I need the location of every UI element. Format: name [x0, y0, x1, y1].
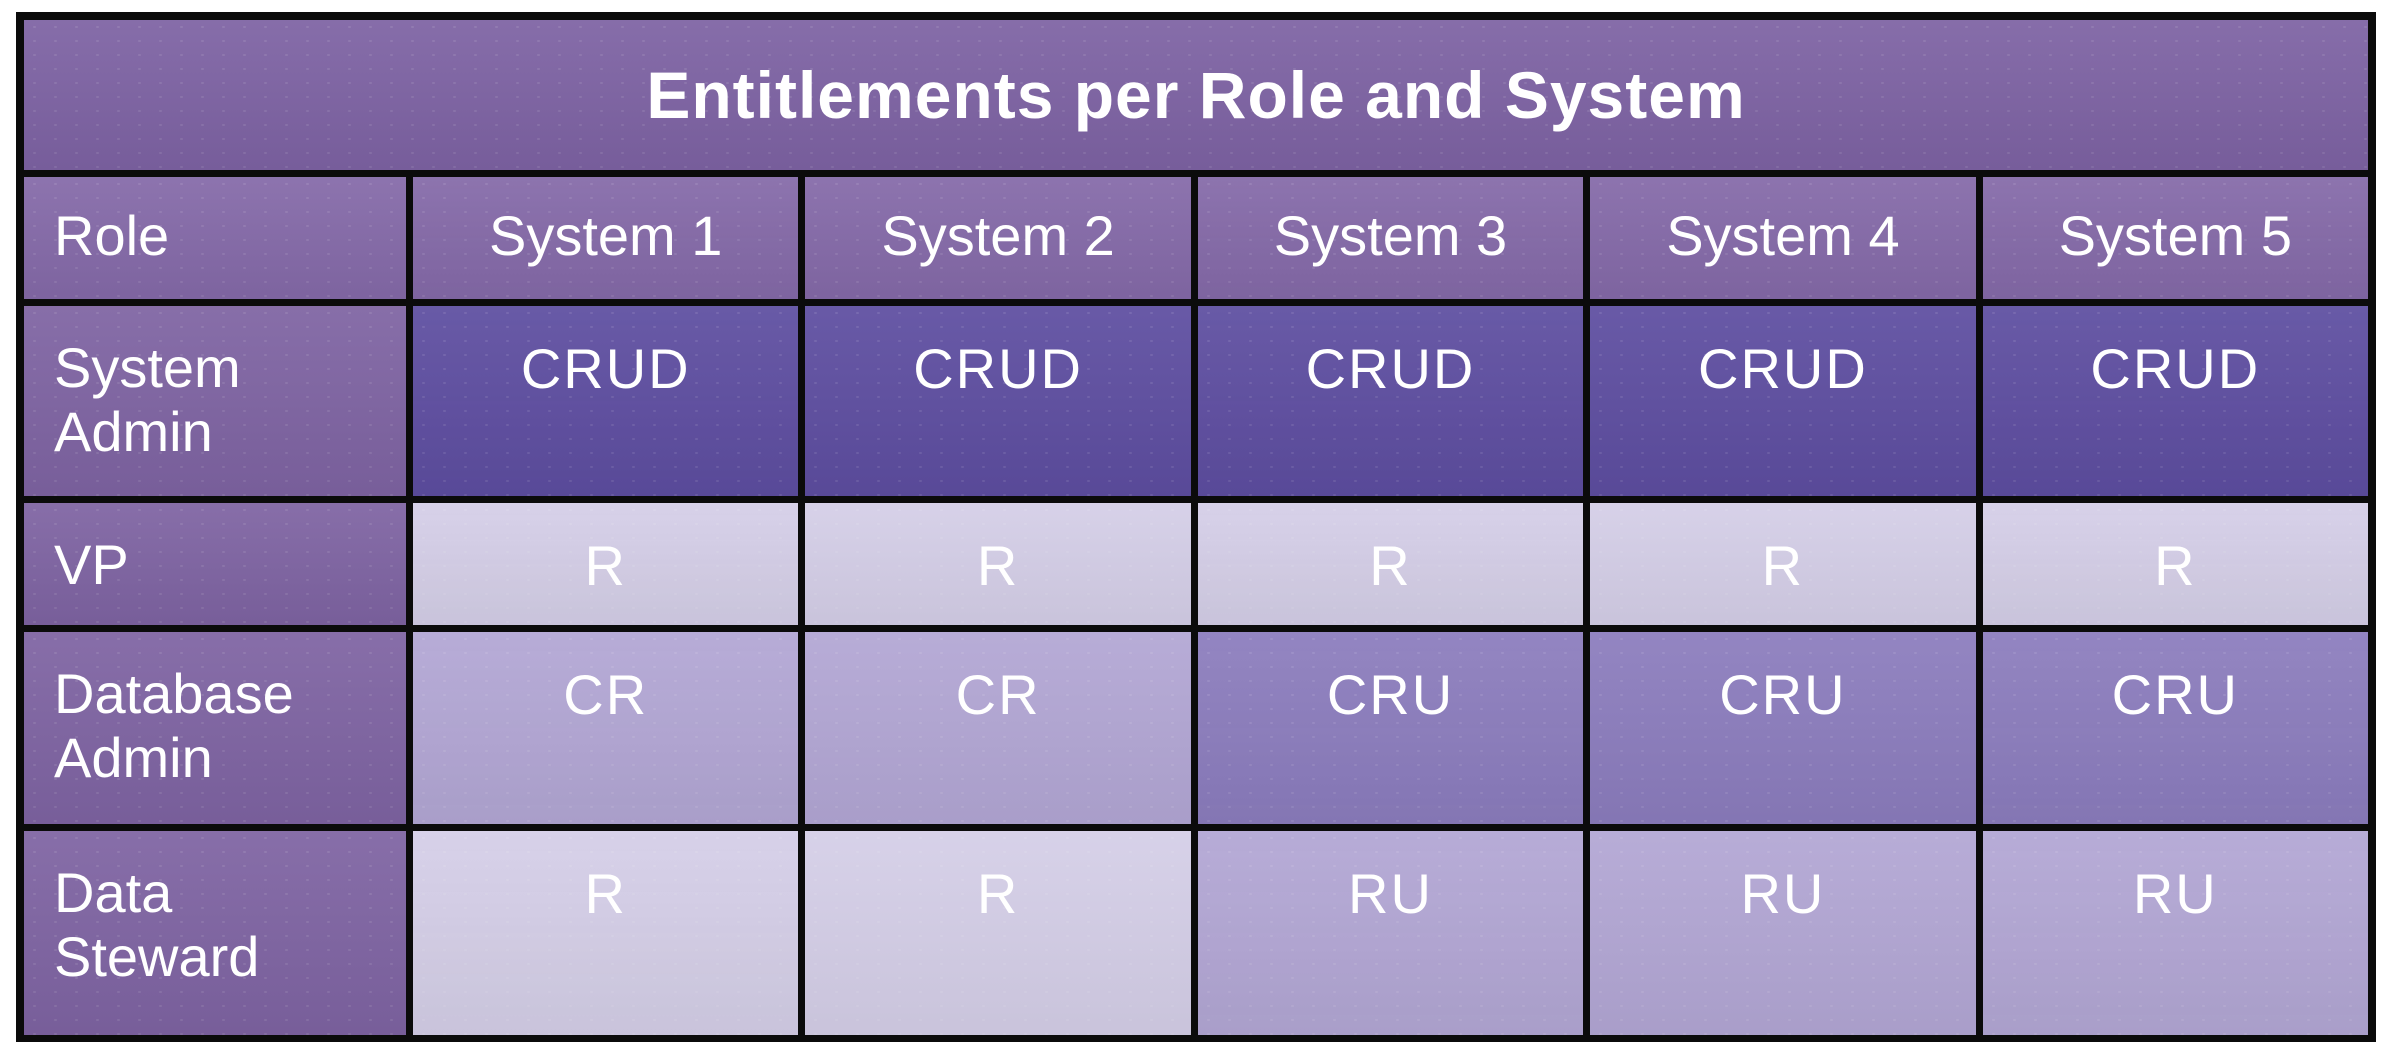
- entitlement-cell-data-steward-system-1: R: [413, 831, 799, 1035]
- entitlement-cell-database-admin-system-3: CRU: [1197, 632, 1584, 824]
- entitlement-cell-vp-system-1: R: [413, 503, 799, 625]
- column-header-system-3: System 3: [1197, 177, 1584, 299]
- column-header-system-2: System 2: [805, 177, 1191, 299]
- column-header-system-4: System 4: [1590, 177, 1976, 299]
- entitlement-cell-database-admin-system-5: CRU: [1982, 632, 2368, 824]
- entitlement-cell-system-admin-system-2: CRUD: [805, 306, 1191, 496]
- entitlement-cell-vp-system-5: R: [1982, 503, 2368, 625]
- row-label-database-admin: Database Admin: [24, 632, 406, 824]
- row-label-vp: VP: [24, 503, 406, 625]
- entitlement-cell-system-admin-system-1: CRUD: [413, 306, 799, 496]
- column-header-system-5: System 5: [1982, 177, 2368, 299]
- entitlement-cell-vp-system-2: R: [805, 503, 1191, 625]
- entitlement-cell-system-admin-system-3: CRUD: [1197, 306, 1584, 496]
- row-label-system-admin: System Admin: [24, 306, 406, 496]
- entitlement-cell-data-steward-system-3: RU: [1197, 831, 1584, 1035]
- entitlement-cell-data-steward-system-2: R: [805, 831, 1191, 1035]
- table-title: Entitlements per Role and System: [24, 20, 2368, 170]
- row-label-data-steward: Data Steward: [24, 831, 406, 1035]
- entitlement-cell-system-admin-system-5: CRUD: [1982, 306, 2368, 496]
- entitlement-cell-vp-system-3: R: [1197, 503, 1584, 625]
- column-header-role: Role: [24, 177, 406, 299]
- entitlements-table: Entitlements per Role and System Role Sy…: [16, 12, 2376, 1042]
- entitlement-cell-data-steward-system-4: RU: [1590, 831, 1976, 1035]
- column-header-system-1: System 1: [413, 177, 799, 299]
- entitlement-cell-database-admin-system-2: CR: [805, 632, 1191, 824]
- entitlement-cell-vp-system-4: R: [1590, 503, 1976, 625]
- entitlement-cell-data-steward-system-5: RU: [1982, 831, 2368, 1035]
- entitlement-cell-database-admin-system-1: CR: [413, 632, 799, 824]
- entitlement-cell-database-admin-system-4: CRU: [1590, 632, 1976, 824]
- entitlement-cell-system-admin-system-4: CRUD: [1590, 306, 1976, 496]
